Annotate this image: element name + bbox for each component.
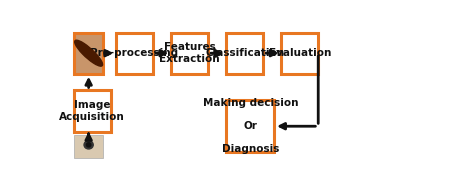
- Text: Features
Extraction: Features Extraction: [159, 42, 220, 64]
- FancyBboxPatch shape: [116, 33, 153, 74]
- FancyBboxPatch shape: [227, 100, 274, 153]
- Ellipse shape: [86, 143, 91, 147]
- FancyBboxPatch shape: [282, 33, 318, 74]
- Ellipse shape: [75, 40, 102, 66]
- FancyBboxPatch shape: [74, 33, 103, 74]
- Ellipse shape: [84, 141, 93, 149]
- Text: Image
Acquisition: Image Acquisition: [59, 100, 125, 122]
- FancyBboxPatch shape: [227, 33, 263, 74]
- Text: Classification: Classification: [205, 48, 284, 58]
- Text: Making decision

Or

Diagnosis: Making decision Or Diagnosis: [202, 98, 298, 154]
- Text: Pre-processing: Pre-processing: [91, 48, 179, 58]
- Text: Evaluation: Evaluation: [269, 48, 331, 58]
- FancyBboxPatch shape: [74, 134, 103, 158]
- FancyBboxPatch shape: [74, 90, 110, 132]
- FancyBboxPatch shape: [171, 33, 208, 74]
